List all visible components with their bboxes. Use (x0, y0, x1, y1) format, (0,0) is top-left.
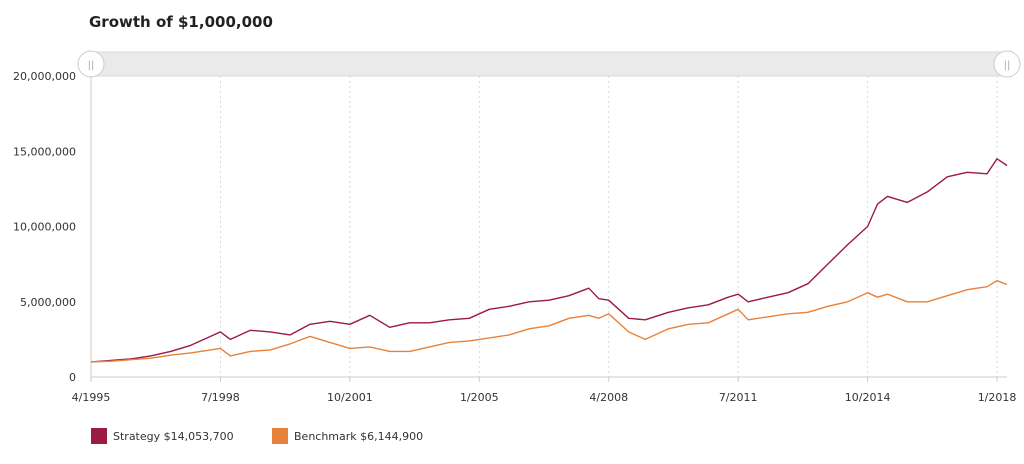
strategy-swatch (91, 428, 107, 444)
x-tick-label: 1/2005 (460, 391, 499, 404)
y-tick-label: 15,000,000 (13, 145, 76, 158)
navigator-left-handle[interactable]: || (77, 50, 105, 78)
x-tick-label: 10/2014 (845, 391, 891, 404)
axes (90, 76, 1007, 378)
series-line-strategy (90, 158, 1008, 363)
x-tick-label: 10/2001 (327, 391, 373, 404)
range-navigator[interactable]: || || (77, 50, 1021, 78)
y-tick-label: 20,000,000 (13, 70, 76, 83)
legend-label-strategy: Strategy $14,053,700 (113, 429, 234, 443)
navigator-track[interactable] (90, 51, 1008, 77)
y-tick-labels: 0 5,000,000 10,000,000 15,000,000 20,000,000 (13, 70, 76, 384)
navigator-left-handle-glyph: || (88, 60, 95, 71)
benchmark-swatch (272, 428, 288, 444)
gridlines (90, 76, 998, 382)
x-tick-label: 7/2011 (719, 391, 758, 404)
y-tick-label: 10,000,000 (13, 221, 76, 234)
chart-title: Growth of $1,000,000 (89, 13, 273, 31)
legend-label-benchmark: Benchmark $6,144,900 (294, 429, 424, 443)
x-tick-label: 4/2008 (589, 391, 628, 404)
legend-item-strategy[interactable]: Strategy $14,053,700 (91, 428, 234, 444)
x-tick-label: 4/1995 (72, 391, 111, 404)
x-tick-label: 7/1998 (201, 391, 240, 404)
x-tick-label: 1/2018 (978, 391, 1017, 404)
series-lines (90, 158, 1008, 363)
y-tick-label: 5,000,000 (20, 296, 76, 309)
navigator-right-handle[interactable]: || (993, 50, 1021, 78)
series-line-benchmark (90, 280, 1008, 363)
y-tick-label: 0 (69, 371, 76, 384)
legend-item-benchmark[interactable]: Benchmark $6,144,900 (272, 428, 423, 444)
x-tick-labels: 4/1995 7/1998 10/2001 1/2005 4/2008 7/2011 10/… (72, 391, 1017, 404)
navigator-right-handle-glyph: || (1004, 60, 1011, 71)
